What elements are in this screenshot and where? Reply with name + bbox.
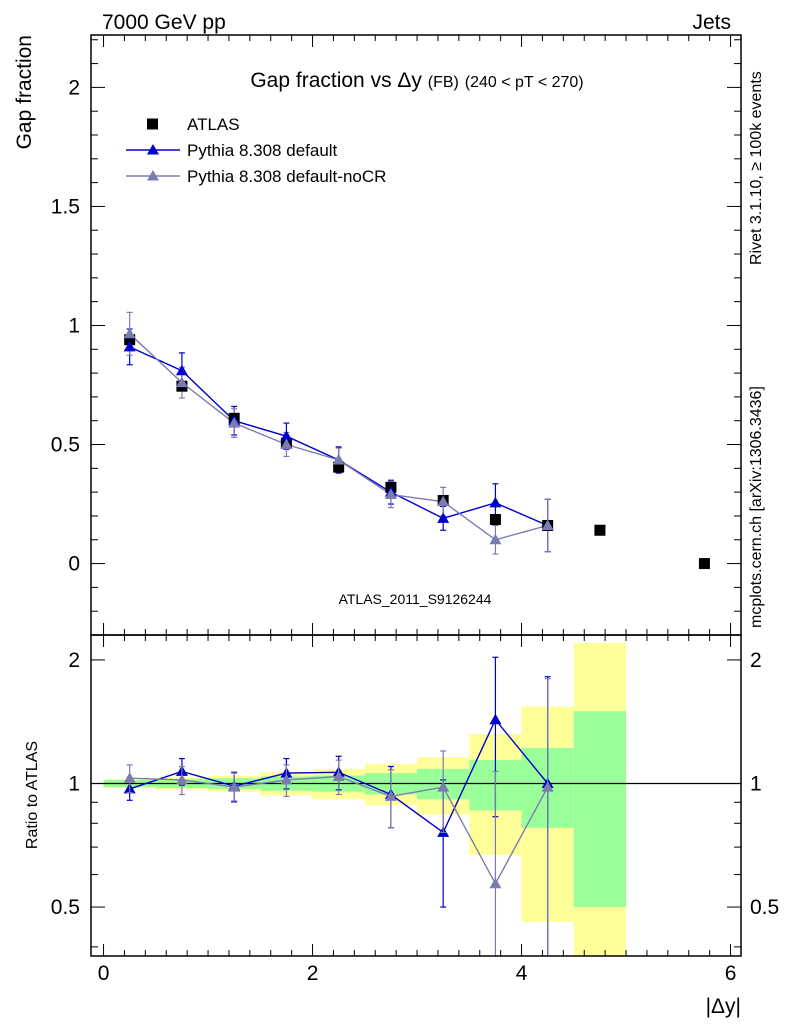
x-tick-label: 6 — [725, 962, 737, 985]
y-tick-label: 1.5 — [51, 195, 80, 218]
y-tick-label: 2 — [68, 76, 80, 99]
legend: ATLAS Pythia 8.308 default Pythia 8.308 de… — [126, 115, 386, 186]
data-point-mc — [384, 488, 397, 500]
ratio-data-point — [175, 773, 188, 785]
chart-title: Gap fraction vs Δy (FB) (240 < pT < 270) — [250, 69, 583, 92]
data-point-mc — [437, 495, 450, 507]
ratio-data-point — [332, 770, 345, 782]
legend-label: ATLAS — [187, 115, 240, 134]
y-axis-title: Gap fraction — [13, 35, 36, 149]
mcplots-label: mcplots.cern.ch [arXiv:1306.3436] — [748, 386, 765, 628]
ratio-band-inner — [573, 711, 627, 908]
legend-label: Pythia 8.308 default — [187, 141, 338, 160]
legend-marker — [147, 144, 159, 155]
ratio-bands — [91, 642, 741, 956]
data-point-mc — [489, 496, 502, 508]
data-point-mc — [175, 364, 188, 376]
data-point-mc — [280, 430, 293, 441]
ratio-data-point — [280, 773, 293, 785]
chart-title-main: Gap fraction vs Δy — [250, 69, 422, 92]
data-point-mc — [332, 454, 345, 465]
rivet-version-label: Rivet 3.1.10, ≥ 100k events — [748, 71, 765, 265]
axes: 0 2 4 6 0 0.5 1 1.5 2 0.5 0.5 1 1 2 2 — [51, 34, 779, 985]
ratio-y-tick-label: 2 — [68, 649, 80, 672]
x-tick-label: 2 — [307, 962, 319, 985]
data-point-mc — [489, 533, 502, 545]
data-point-atlas — [489, 514, 501, 526]
data-point-mc — [175, 376, 188, 388]
y-tick-label: 0.5 — [51, 434, 80, 457]
ratio-y-tick-label: 1 — [68, 772, 80, 795]
main-plot-marks — [123, 311, 710, 570]
svg-text:Gap fraction vs Δy (FB): Gap fraction vs Δy (FB) (240 < pT < 270) — [250, 69, 583, 92]
ratio-data-point — [489, 877, 502, 889]
legend-marker — [147, 170, 159, 181]
ratio-y-axis-title: Ratio to ATLAS — [24, 741, 41, 849]
ratio-data-point — [437, 781, 450, 792]
x-tick-label: 4 — [516, 962, 528, 985]
x-axis-title: |Δy| — [706, 995, 741, 1018]
data-point-mc — [123, 340, 136, 352]
data-point-mc — [280, 438, 293, 450]
ratio-y-tick-label-right: 1 — [750, 772, 762, 795]
x-tick-label: 0 — [98, 962, 110, 985]
watermark: ATLAS_2011_S9126244 — [339, 591, 492, 607]
ratio-y-tick-label: 0.5 — [51, 896, 80, 919]
header-energy-label: 7000 GeV pp — [102, 11, 226, 34]
legend-marker-atlas — [147, 118, 158, 130]
data-point-mc — [437, 512, 450, 523]
ratio-y-tick-label-right: 2 — [750, 649, 762, 672]
ratio-data-point — [228, 781, 241, 792]
ratio-y-tick-label-right: 0.5 — [750, 896, 779, 919]
chart-title-suffix: (FB) — [428, 74, 459, 91]
ratio-data-point — [541, 781, 554, 792]
series-line — [129, 346, 548, 527]
data-point-mc — [228, 417, 241, 428]
data-point-mc — [123, 327, 136, 339]
data-point-atlas — [698, 558, 710, 570]
data-point-mc — [541, 519, 554, 530]
legend-label: Pythia 8.308 default-noCR — [187, 167, 386, 186]
data-point-atlas — [333, 461, 345, 473]
chart-title-cut: (240 < pT < 270) — [465, 74, 584, 91]
y-tick-label: 1 — [68, 314, 80, 337]
data-point-atlas — [124, 334, 136, 346]
header-process-label: Jets — [692, 11, 731, 34]
ratio-plot-marks — [123, 656, 554, 956]
y-tick-label: 0 — [68, 553, 80, 576]
ratio-data-point — [123, 772, 136, 783]
ratio-data-point — [489, 713, 502, 725]
ratio-frame — [90, 634, 742, 957]
data-point-atlas — [594, 524, 606, 536]
series-line — [129, 333, 548, 541]
ratio-data-point — [384, 790, 397, 801]
